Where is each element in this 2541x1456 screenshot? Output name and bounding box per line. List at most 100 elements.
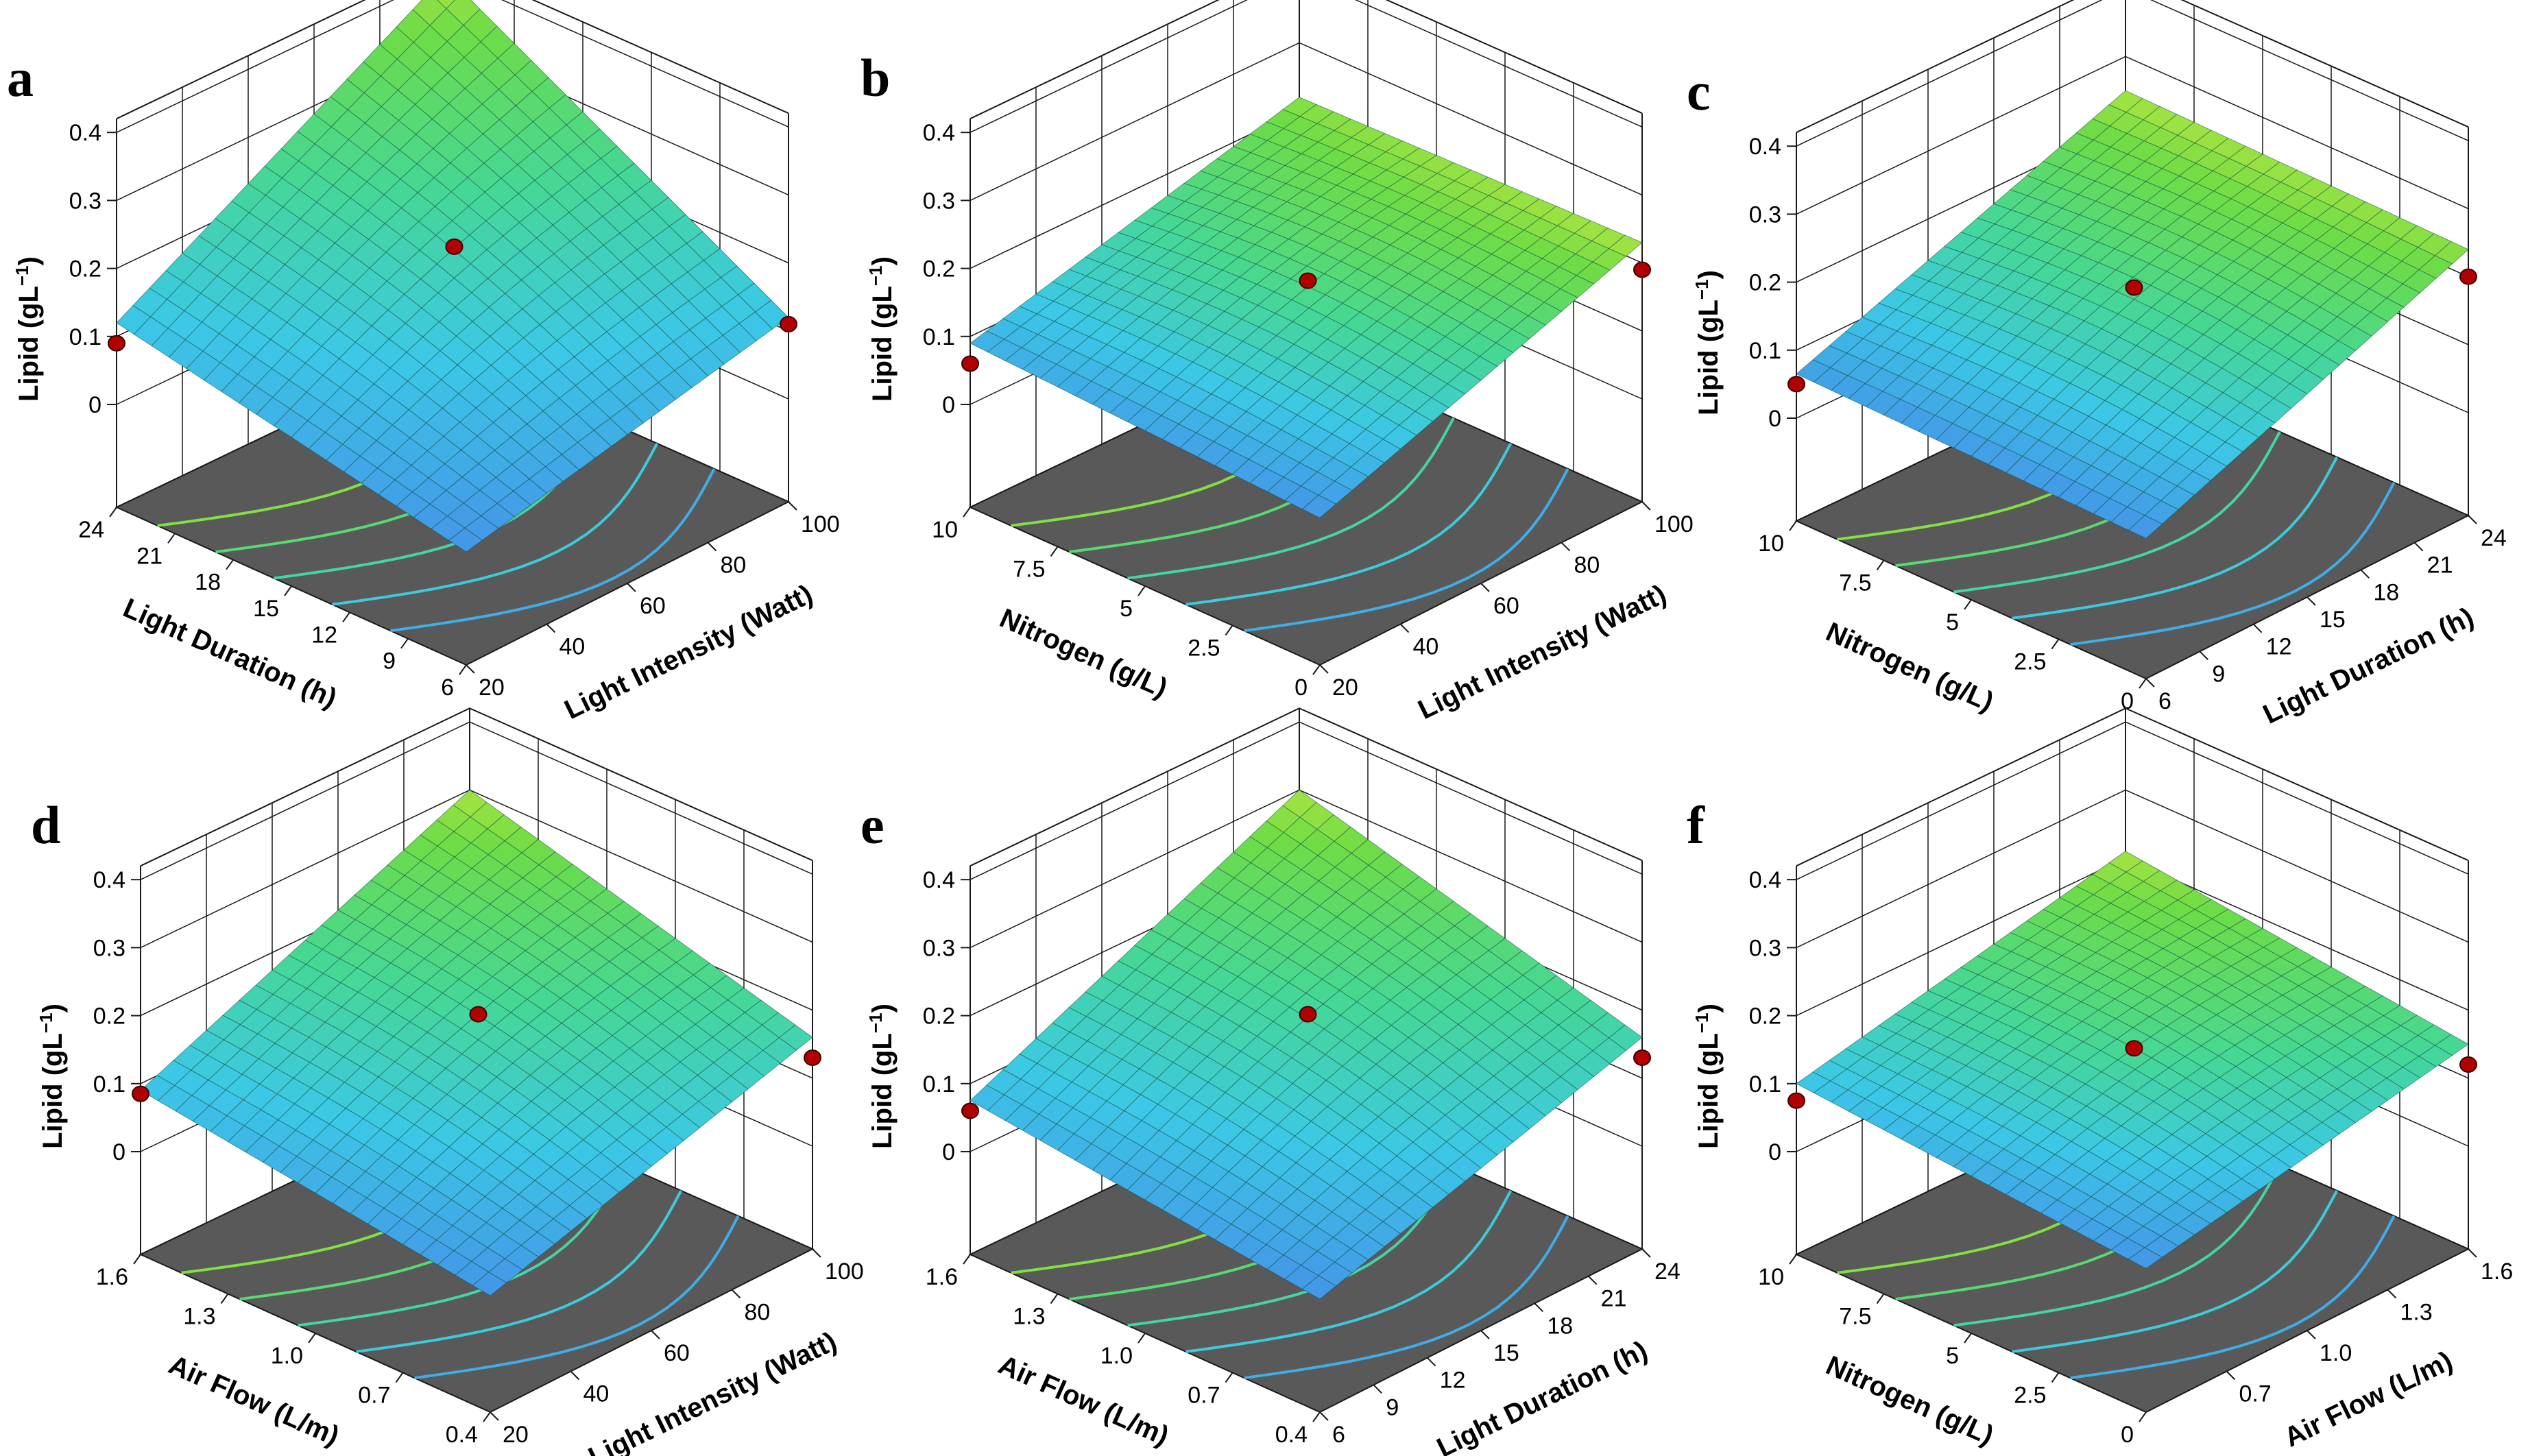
y-tick-label: 15 [2320,607,2346,633]
y-tick-label: 18 [2373,579,2399,605]
x-tick-label: 7.5 [1839,1304,1871,1330]
y-tick-mark [2360,569,2370,579]
y-tick-mark [2307,1330,2316,1339]
y-tick-mark [1319,664,1329,674]
z-axis-title: Lipid (gL−1) [1691,1004,1724,1149]
z-gridline [116,0,789,133]
z-gridline [970,42,1643,202]
z-tick-label: 0.4 [923,867,955,893]
y-tick-mark [1399,623,1410,633]
y-tick-mark [812,1248,821,1258]
x-tick-label: 2.5 [1188,635,1220,662]
y-tick-label: 80 [745,1300,771,1326]
y-tick-mark [2413,542,2424,552]
z-tick-label: 0.2 [93,1004,125,1030]
contour-line [332,442,659,606]
y-tick-label: 21 [1601,1286,1627,1312]
z-tick-label: 0.4 [1749,867,1781,893]
x-tick-label: 0 [2121,1422,2134,1448]
y-tick-label: 80 [721,553,747,579]
panel-f: 0 0.1 0.2 0.3 0.4 10 7.5 5 2.5 0 0.7 1.0 1.3 1.6 Nitro… [1687,707,2513,1453]
z-gridline [1796,56,2469,215]
x-tick-label: 21 [136,543,162,569]
z-tick-label: 0.4 [69,120,101,146]
z-axis-title-sup: −1 [865,1012,886,1033]
x-tick-label: 2.5 [2014,1383,2046,1409]
x-tick-label: 7.5 [1839,570,1871,596]
design-point [132,1085,149,1102]
z-axis-title: Lipid (gL−1) [1691,270,1724,415]
z-axis-title-end: ) [867,256,898,265]
x-tick-mark [1050,546,1059,557]
y-tick-mark [1534,1302,1544,1313]
z-tick-label: 0 [1768,1139,1781,1165]
x-tick-label: 10 [932,517,958,543]
z-tick-label: 0.2 [1749,270,1781,296]
x-tick-mark [1964,1333,1972,1344]
design-point [1787,1092,1805,1109]
y-tick-mark [1426,1357,1436,1367]
panel-label: b [860,48,890,108]
z-gridline [1796,789,2469,949]
panel-label: c [1687,62,1711,121]
x-tick-mark [1876,559,1885,571]
y-tick-label: 40 [583,1381,610,1407]
x-tick-label: 1.0 [271,1343,303,1369]
z-axis-title-end: ) [38,1004,68,1012]
x-tick-mark [1789,520,1797,531]
panel-a: 0 0.1 0.2 0.3 0.4 24 21 18 15 12 9 6 20 40 60 80 100 Ligh… [7,0,840,725]
surface-cell [472,1272,507,1296]
x-tick-label: 0 [2121,688,2134,714]
wall-top [970,0,1643,120]
z-axis-title-main: Lipid (gL [1694,1033,1724,1149]
y-tick-mark [1480,1330,1490,1339]
x-tick-mark [220,1293,229,1305]
z-axis-title-end: ) [14,256,44,265]
x-tick-mark [1876,1293,1885,1305]
y-tick-label: 24 [1654,1259,1681,1285]
z-axis-title-sup: −1 [12,265,32,286]
x-axis-title: Nitrogen (g/L) [1822,1350,1998,1451]
contour-line [390,468,716,633]
contour-line [2070,481,2396,646]
z-tick-label: 0 [942,392,955,418]
x-tick-mark [1312,1411,1321,1422]
x-tick-mark [963,1254,971,1265]
y-tick-label: 6 [1332,1422,1345,1448]
surface-cell [1301,1275,1337,1300]
y-tick-mark [546,623,556,633]
y-tick-label: 21 [2427,553,2453,579]
z-axis-title-end: ) [1694,270,1724,279]
z-tick-label: 0.3 [1749,202,1781,228]
z-tick-label: 0.3 [923,188,955,214]
y-tick-label: 20 [1332,675,1358,701]
x-tick-label: 0.4 [1275,1422,1308,1448]
z-axis-title-main: Lipid (gL [1694,300,1724,415]
design-point [1633,261,1651,278]
z-axis-title: Lipid (gL−1) [12,256,44,402]
z-tick-label: 0.2 [923,1004,955,1030]
x-tick-mark [400,638,409,649]
z-tick-label: 0.4 [923,120,955,146]
y-tick-mark [2145,678,2155,688]
x-tick-mark [109,507,117,518]
y-tick-label: 12 [1440,1368,1466,1394]
z-gridline [140,721,813,880]
y-tick-label: 20 [503,1422,529,1448]
design-point [2459,268,2477,285]
x-tick-mark [1137,585,1146,596]
y-tick-mark [731,1289,741,1299]
x-tick-mark [167,533,176,544]
y-tick-mark [1641,1248,1651,1258]
x-tick-mark [1312,664,1321,675]
y-axis-title: Light Duration (h) [1432,1335,1652,1456]
z-tick-label: 0.3 [93,935,125,961]
z-gridline [970,721,1643,880]
y-tick-label: 12 [2266,634,2292,660]
z-tick-label: 0.2 [923,256,955,282]
design-point [1299,1006,1317,1023]
design-point [1633,1049,1651,1067]
z-gridline [970,0,1643,133]
y-tick-label: 9 [2212,661,2225,687]
